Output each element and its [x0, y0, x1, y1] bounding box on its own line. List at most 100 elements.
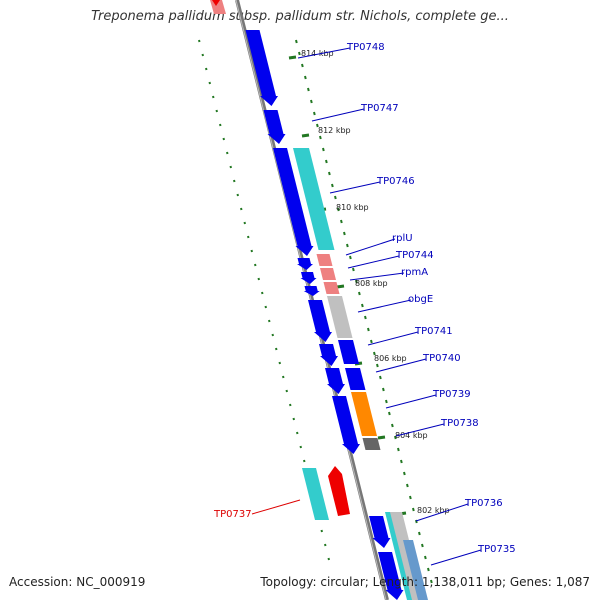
tick-mark-left: [247, 235, 250, 239]
gene-fragment-top[interactable]: [210, 0, 226, 14]
gene-arrow-tp0746-inner[interactable]: [273, 148, 314, 256]
gene-label-tp0741[interactable]: TP0741: [414, 326, 453, 337]
gene-leader-line: [311, 108, 365, 122]
gene-label-tp0747[interactable]: TP0747: [360, 103, 399, 114]
gene-box-tp0738[interactable]: [362, 438, 381, 450]
gene-box-obge[interactable]: [327, 296, 353, 338]
tick-mark-right: [370, 339, 373, 344]
tick-mark-right: [328, 171, 331, 176]
tick-mark-left: [285, 389, 288, 393]
kbp-label: 802 kbp: [417, 506, 450, 515]
tick-mark-right: [334, 195, 337, 200]
tick-mark-left: [299, 445, 302, 449]
gene-label-tp0737[interactable]: TP0737: [213, 509, 252, 520]
gene-label-tp0744[interactable]: TP0744: [395, 250, 434, 261]
gene-label-rpma[interactable]: rpmA: [401, 267, 428, 278]
tick-mark-right: [373, 351, 376, 356]
gene-fragment-top-red[interactable]: [212, 0, 220, 6]
gene-label-tp0736[interactable]: TP0736: [464, 498, 503, 509]
tick-mark-right: [343, 231, 346, 236]
tick-mark-right: [388, 411, 391, 416]
tick-mark-right: [364, 315, 367, 320]
gene-label-tp0748[interactable]: TP0748: [346, 42, 385, 53]
tick-mark-right: [325, 159, 328, 164]
tick-mark-right: [391, 423, 394, 428]
gene-leader-line: [430, 549, 482, 566]
tick-mark-right: [340, 219, 343, 224]
gene-label-rplu[interactable]: rplU: [392, 233, 413, 244]
gene-arrow-tp0741[interactable]: [319, 344, 338, 366]
gene-leader-line: [329, 181, 381, 194]
gene-label-tp0740[interactable]: TP0740: [422, 353, 461, 364]
gene-box-tp0740[interactable]: [345, 368, 366, 390]
gene-box-rpma[interactable]: [323, 282, 340, 294]
gene-leader-line: [415, 503, 469, 522]
gene-leader-line: [367, 331, 419, 346]
tick-mark-right: [361, 303, 364, 308]
gene-label-tp0746[interactable]: TP0746: [376, 176, 415, 187]
gene-arrow-tp0740[interactable]: [325, 368, 345, 394]
tick-mark-left: [254, 263, 257, 267]
tick-mark-left: [219, 123, 222, 127]
tick-mark-right: [310, 99, 313, 104]
tick-mark-left: [208, 81, 211, 85]
tick-mark-right: [352, 267, 355, 272]
tick-mark-right: [406, 483, 409, 488]
gene-arrow-tp0747[interactable]: [263, 110, 286, 144]
gene-box-tp0741[interactable]: [338, 340, 359, 364]
tick-mark-right: [379, 375, 382, 380]
kbp-label: 812 kbp: [318, 126, 351, 135]
tick-mark-right: [337, 207, 340, 212]
gene-arrow-tp0748[interactable]: [245, 30, 279, 106]
gene-arrow-tp0737[interactable]: [328, 466, 350, 516]
tick-mark-right: [313, 111, 316, 116]
tick-mark-right: [400, 459, 403, 464]
tick-mark-left: [226, 151, 229, 155]
gene-label-tp0735[interactable]: TP0735: [477, 544, 516, 555]
kbp-label: 810 kbp: [336, 203, 369, 212]
tick-mark-left: [229, 165, 232, 169]
tick-mark-left: [282, 375, 285, 379]
major-tick: [377, 435, 386, 440]
gene-arrow-tp0736[interactable]: [369, 516, 391, 548]
gene-box-tp0744[interactable]: [320, 268, 336, 280]
tick-mark-left: [215, 109, 218, 113]
tick-mark-right: [385, 399, 388, 404]
gene-box-tp0737-cyan[interactable]: [302, 468, 329, 520]
gene-label-obge[interactable]: obgE: [408, 294, 433, 305]
gene-label-tp0738[interactable]: TP0738: [440, 418, 479, 429]
gene-box-tp0735-b[interactable]: [403, 540, 428, 600]
tick-mark-right: [358, 291, 361, 296]
gene-arrow-rplu[interactable]: [297, 258, 313, 270]
tick-mark-right: [421, 543, 424, 548]
tick-mark-right: [403, 471, 406, 476]
kbp-label: 814 kbp: [301, 49, 334, 58]
tick-mark-left: [233, 179, 236, 183]
gene-arrow-tp0744[interactable]: [300, 272, 317, 284]
tick-mark-left: [320, 529, 323, 533]
tick-mark-left: [212, 95, 215, 99]
tick-mark-left: [264, 305, 267, 309]
gene-box-tp0739[interactable]: [351, 392, 377, 436]
kbp-label: 804 kbp: [395, 431, 428, 440]
gene-arrow-obge[interactable]: [308, 300, 332, 342]
gene-leader-line: [345, 238, 396, 256]
tick-mark-left: [205, 67, 208, 71]
tick-mark-left: [243, 221, 246, 225]
tick-mark-right: [427, 567, 430, 572]
gene-leader-line: [297, 47, 351, 59]
gene-box-rplu[interactable]: [316, 254, 333, 266]
tick-mark-right: [346, 243, 349, 248]
tick-mark-left: [278, 361, 281, 365]
gene-arrow-tp0739[interactable]: [332, 396, 360, 454]
gene-label-tp0739[interactable]: TP0739: [432, 389, 471, 400]
gene-box-tp0746[interactable]: [293, 148, 335, 250]
gene-arrow-rpma[interactable]: [303, 286, 320, 296]
tick-mark-left: [271, 333, 274, 337]
tick-mark-right: [430, 579, 433, 584]
gene-arrow-tp0735[interactable]: [378, 552, 404, 600]
tick-mark-left: [289, 403, 292, 407]
tick-mark-right: [316, 123, 319, 128]
tick-mark-left: [275, 347, 278, 351]
